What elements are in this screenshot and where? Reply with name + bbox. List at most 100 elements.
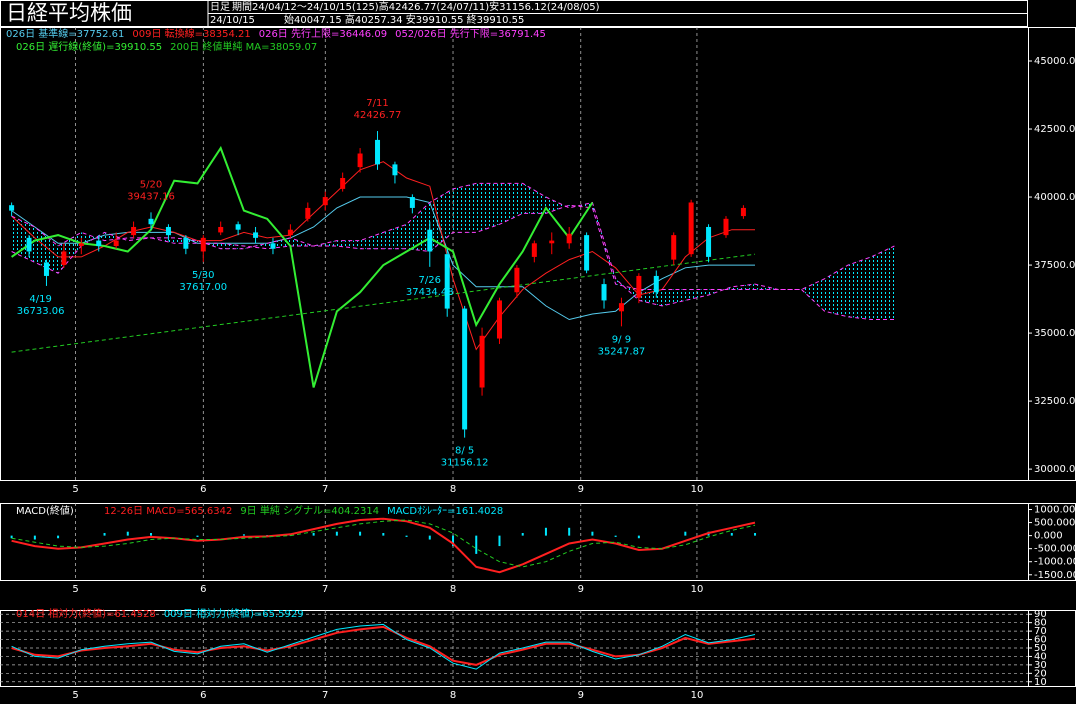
candle-body <box>688 202 694 255</box>
histogram-bar <box>103 533 106 536</box>
candle-body <box>462 308 468 430</box>
candle-body <box>148 218 154 225</box>
indicator-line <box>11 519 756 568</box>
candle-body <box>9 205 15 211</box>
histogram-bar <box>266 535 269 536</box>
y-tick-label: 40 <box>1034 651 1047 662</box>
candle-body <box>96 240 102 247</box>
candle-body <box>479 335 485 388</box>
candle-body <box>270 243 276 249</box>
candle-body <box>131 226 137 236</box>
histogram-bar <box>428 535 431 540</box>
x-tick-label: 7 <box>322 484 328 495</box>
histogram-bar <box>150 533 153 536</box>
candle-body <box>43 262 49 276</box>
candle-body <box>61 251 67 266</box>
annotation-value: 31156.12 <box>441 458 489 469</box>
x-tick-label: 7 <box>322 690 328 701</box>
annotation-date: 5/30 <box>192 270 214 281</box>
y-tick-label: 30 <box>1034 660 1047 671</box>
x-tick-label: 10 <box>691 484 704 495</box>
histogram-bar <box>544 527 547 536</box>
candle-body <box>357 153 363 168</box>
annotation-value: 37617.00 <box>179 282 227 293</box>
histogram-bar <box>126 531 129 536</box>
y-tick-label: 50 <box>1034 643 1047 654</box>
x-tick-label: 9 <box>578 584 584 595</box>
candle-body <box>618 303 624 312</box>
candle-body <box>671 235 677 260</box>
period-info: 期間24/04/12～24/10/15(125)高42426.77(24/07/… <box>232 0 600 13</box>
histogram-bar <box>521 533 524 536</box>
y-tick-label: 40000.00 <box>1034 192 1076 203</box>
x-tick-label: 7 <box>322 584 328 595</box>
y-tick-label: 60 <box>1034 635 1047 646</box>
histogram-bar <box>614 535 617 537</box>
legend-entry: 009日 相対力(終値)=65.5929 <box>164 607 304 620</box>
candle-body <box>235 224 241 230</box>
candle-body <box>409 197 415 208</box>
histogram-bar <box>475 535 478 554</box>
candle-body <box>183 237 189 249</box>
histogram-bar <box>57 535 60 539</box>
x-tick-label: 8 <box>450 690 456 701</box>
y-tick-label: -1000.000 <box>1034 557 1076 568</box>
legend-entry: 9日 単純 シグナル=404.2314 <box>240 504 379 517</box>
legend-entry: 014日 相対力(終値)=61.4528 <box>16 607 156 620</box>
y-tick-label: 37500.00 <box>1034 260 1076 271</box>
histogram-bar <box>335 531 338 536</box>
legend-entry: MACDｵｼﾚｰﾀｰ=161.4028 <box>387 505 503 517</box>
y-tick-label: 35000.00 <box>1034 328 1076 339</box>
legend-entry: 12-26日 MACD=565.6342 <box>104 506 232 517</box>
panel-frame <box>0 27 1076 481</box>
annotation-value: 37434.48 <box>406 287 454 298</box>
indicator-line <box>11 625 756 666</box>
candle-body <box>165 226 171 236</box>
histogram-bar <box>10 535 13 539</box>
legend-entry: 009日 転換線=38354.21 <box>132 27 250 40</box>
x-tick-label: 6 <box>200 484 206 495</box>
chart-title: 日経平均株価 <box>6 1 132 25</box>
annotation-value: 36733.06 <box>17 306 65 317</box>
candle-body <box>287 229 293 236</box>
annotation-date: 9/ 9 <box>612 334 631 345</box>
indicator-line <box>11 182 895 307</box>
annotation-value: 35247.87 <box>598 346 646 357</box>
panel-frame <box>0 610 1076 687</box>
candle-body <box>636 275 642 298</box>
legend-entry: 026日 基準線=37752.61 <box>6 27 124 40</box>
histogram-bar <box>405 535 408 537</box>
histogram-bar <box>754 533 757 536</box>
y-tick-label: 500.000 <box>1034 518 1075 529</box>
y-tick-label: 80 <box>1034 618 1047 629</box>
histogram-bar <box>196 535 199 537</box>
candle-body <box>78 243 84 247</box>
annotation-date: 4/19 <box>29 294 51 305</box>
histogram-bar <box>382 533 385 536</box>
histogram-bar <box>730 533 733 536</box>
annotation-value: 42426.77 <box>354 110 402 121</box>
annotation-date: 8/ 5 <box>455 446 474 457</box>
candle-body <box>322 197 328 206</box>
histogram-bar <box>312 533 315 536</box>
histogram-bar <box>591 531 594 536</box>
indicator-line <box>11 204 895 320</box>
panel-title: MACD(終値) <box>16 504 74 517</box>
histogram-bar <box>452 535 455 547</box>
x-tick-label: 9 <box>578 690 584 701</box>
annotation-date: 7/11 <box>366 98 388 109</box>
x-tick-label: 10 <box>691 584 704 595</box>
candle-body <box>723 218 729 236</box>
candle-body <box>584 235 590 271</box>
y-tick-label: 90 <box>1034 609 1047 620</box>
indicator-line <box>11 517 756 574</box>
candle-body <box>514 267 520 293</box>
y-tick-label: -500.000 <box>1034 544 1076 555</box>
histogram-bar <box>242 534 245 536</box>
indicator-line <box>11 623 756 670</box>
candle-body <box>549 240 555 244</box>
indicator-line <box>11 253 756 353</box>
x-tick-label: 6 <box>200 584 206 595</box>
x-tick-label: 5 <box>72 690 78 701</box>
